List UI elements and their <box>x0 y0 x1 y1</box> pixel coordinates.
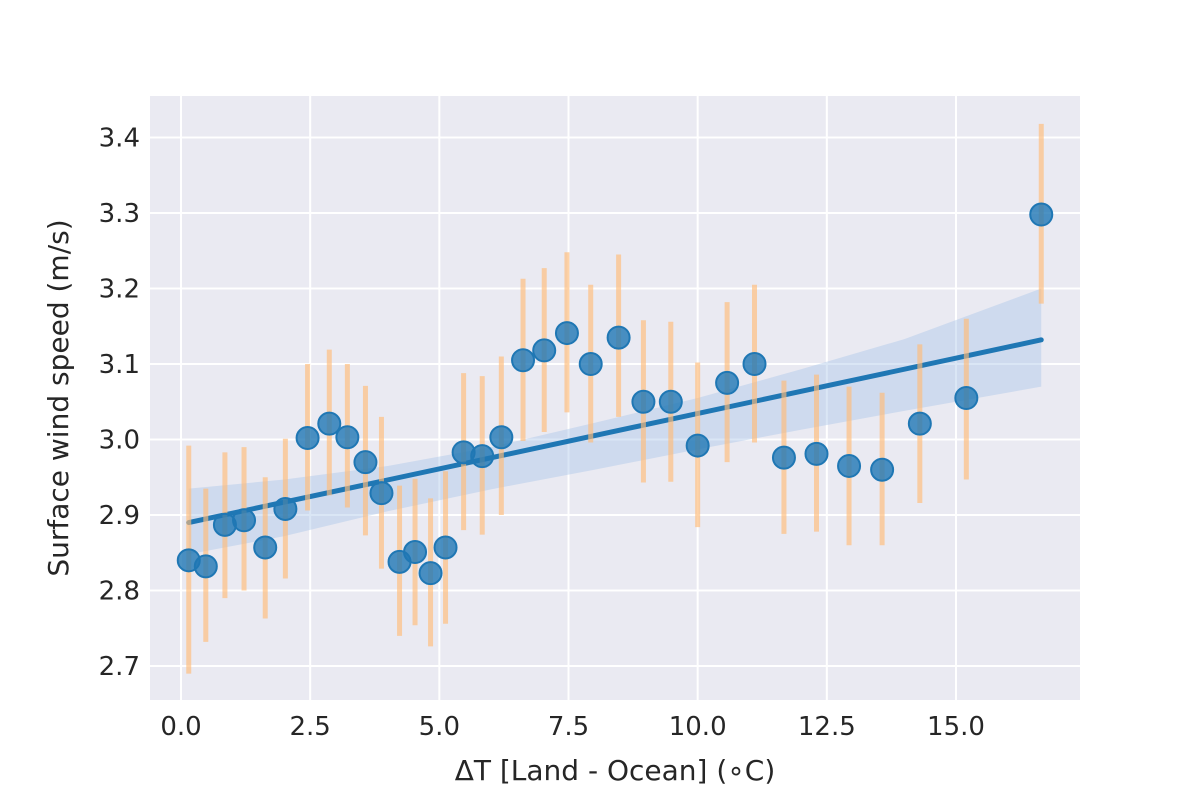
error-bars <box>186 123 1044 674</box>
x-axis-label: ΔT [Land - Ocean] (∘C) <box>455 754 776 787</box>
data-point-12 <box>403 540 428 565</box>
plot-background <box>150 96 1080 700</box>
data-point-3 <box>232 508 257 533</box>
data-point-21 <box>578 352 603 377</box>
y-tick-label-7: 3.4 <box>99 124 140 154</box>
y-tick-label-3: 3.0 <box>99 426 140 456</box>
data-point-4 <box>253 535 278 560</box>
data-point-17 <box>489 425 514 450</box>
data-point-10 <box>369 481 394 506</box>
data-point-19 <box>532 338 557 363</box>
data-point-16 <box>470 444 495 469</box>
data-point-5 <box>273 496 298 521</box>
y-tick-label-6: 3.3 <box>99 199 140 229</box>
data-point-23 <box>631 389 656 414</box>
data-point-6 <box>295 426 320 451</box>
data-point-27 <box>742 352 767 377</box>
grid <box>150 96 1080 700</box>
data-point-7 <box>317 411 342 436</box>
data-point-29 <box>804 441 829 466</box>
x-tick-label-1: 2.5 <box>289 712 330 742</box>
data-point-8 <box>335 425 360 450</box>
x-tick-label-6: 15.0 <box>927 712 985 742</box>
data-point-32 <box>907 411 932 436</box>
data-point-22 <box>606 325 631 350</box>
data-point-28 <box>771 445 796 470</box>
data-point-31 <box>870 457 895 482</box>
data-point-26 <box>715 370 740 395</box>
y-tick-label-0: 2.7 <box>99 652 140 682</box>
y-tick-labels: 2.7 2.8 2.9 3.0 3.1 3.2 3.3 3.4 <box>99 124 140 683</box>
y-tick-label-2: 2.9 <box>99 501 140 531</box>
y-tick-label-4: 3.1 <box>99 350 140 380</box>
x-tick-label-2: 5.0 <box>419 712 460 742</box>
data-point-20 <box>554 321 579 346</box>
data-point-24 <box>658 389 683 414</box>
x-tick-label-5: 12.5 <box>798 712 856 742</box>
data-point-13 <box>418 561 443 586</box>
data-point-1 <box>193 554 218 579</box>
x-tick-label-3: 7.5 <box>548 712 589 742</box>
data-point-33 <box>954 386 979 410</box>
data-point-14 <box>433 535 458 560</box>
x-tick-label-4: 10.0 <box>669 712 727 742</box>
y-axis-label: Surface wind speed (m/s) <box>42 219 75 576</box>
y-tick-label-1: 2.8 <box>99 577 140 607</box>
x-tick-label-0: 0.0 <box>160 712 201 742</box>
data-points <box>176 202 1054 586</box>
data-point-30 <box>837 453 862 478</box>
x-tick-labels: 0.0 2.5 5.0 7.5 10.0 12.5 15.0 <box>160 712 985 742</box>
data-point-25 <box>685 433 710 458</box>
data-point-34 <box>1029 202 1054 227</box>
data-point-9 <box>353 450 378 475</box>
data-point-18 <box>511 348 536 373</box>
y-tick-label-5: 3.2 <box>99 275 140 305</box>
